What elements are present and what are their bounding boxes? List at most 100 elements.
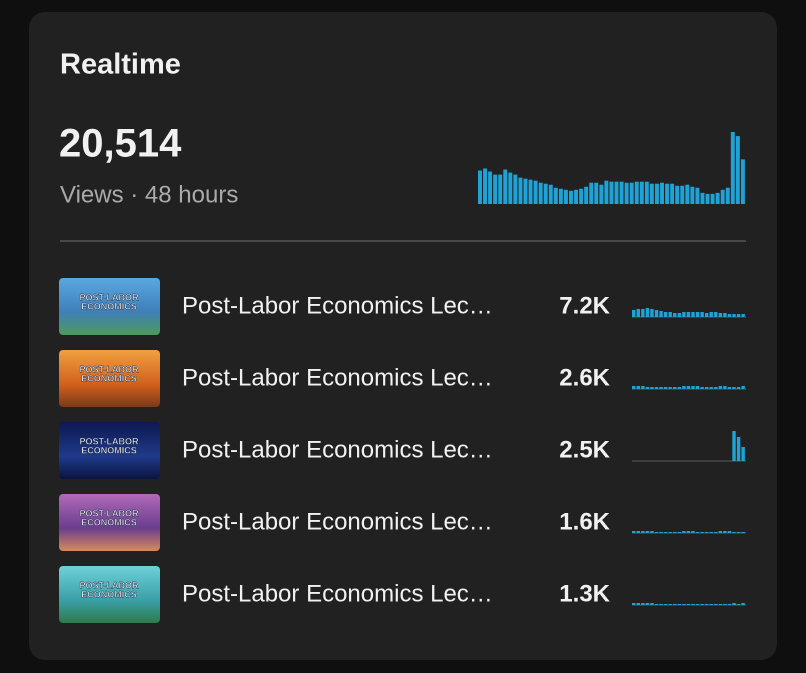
spark-bar [686, 604, 691, 605]
spark-bar [686, 386, 691, 389]
spark-bar [718, 531, 723, 533]
spark-bar [650, 531, 654, 533]
bar [488, 171, 493, 204]
spark-bar [673, 532, 677, 533]
spark-bar [714, 387, 718, 389]
spark-bar [673, 604, 677, 605]
bar [599, 184, 604, 204]
bar [665, 183, 670, 204]
spark-bar [695, 604, 700, 605]
spark-bar [650, 603, 654, 605]
spark-bar [700, 532, 704, 533]
video-views: 7.2K [559, 292, 610, 319]
spark-bar [704, 387, 709, 389]
spark-bar [645, 603, 650, 605]
bar [589, 182, 594, 204]
spark-bar [700, 312, 704, 317]
spark-bar [727, 531, 732, 533]
spark-bar [732, 603, 736, 605]
spark-bar [636, 309, 640, 317]
bar [629, 182, 634, 204]
thumbnail-text: ECONOMICS [81, 589, 137, 599]
video-views: 1.3K [559, 580, 610, 607]
bar [523, 178, 528, 204]
spark-bar [632, 531, 636, 533]
spark-bar [718, 313, 723, 317]
spark-bar [704, 604, 709, 605]
spark-bar [714, 532, 718, 533]
spark-bar [718, 604, 723, 605]
spark-bar [736, 387, 741, 389]
spark-bar [645, 387, 650, 389]
spark-bar [659, 387, 663, 389]
bar [543, 183, 548, 204]
thumbnail-text: POST-LABOR [79, 508, 139, 518]
spark-bar [727, 604, 732, 605]
thumbnail-text: ECONOMICS [81, 373, 137, 383]
bar [493, 174, 498, 204]
spark-bar [714, 604, 718, 605]
bar [563, 189, 568, 204]
spark-bar [723, 386, 727, 389]
bar [569, 190, 573, 204]
spark-bar [677, 387, 682, 389]
spark-bar [686, 531, 691, 533]
spark-bar [732, 387, 736, 389]
spark-bar [654, 310, 659, 317]
bar [584, 186, 589, 204]
spark-bar [736, 437, 741, 461]
thumbnail [59, 278, 160, 335]
thumbnail [59, 566, 160, 623]
bar [604, 180, 609, 204]
spark-bar [736, 314, 741, 317]
spark-bar [677, 604, 682, 605]
spark-bar [691, 386, 695, 389]
bar [649, 183, 654, 204]
spark-bar [650, 309, 654, 317]
thumbnail-text: ECONOMICS [81, 301, 137, 311]
bar [735, 136, 740, 204]
thumbnail [59, 494, 160, 551]
bar [654, 183, 659, 204]
spark-bar [641, 386, 645, 389]
spark-bar [663, 312, 668, 317]
bar [614, 181, 619, 204]
spark-bar [668, 387, 672, 389]
card [29, 12, 777, 660]
bar [478, 170, 482, 204]
bar [574, 189, 579, 204]
spark-bar [695, 386, 700, 389]
spark-bar [741, 603, 745, 605]
spark-bar [659, 604, 663, 605]
spark-bar [709, 532, 713, 533]
spark-bar [695, 312, 700, 317]
thumbnail-text: POST-LABOR [79, 436, 139, 446]
bar [720, 189, 725, 204]
bar [740, 159, 745, 204]
spark-bar [632, 310, 636, 317]
spark-bar [673, 387, 677, 389]
spark-bar [668, 604, 672, 605]
spark-bar [632, 603, 636, 605]
spark-bar [741, 314, 745, 317]
bar [639, 181, 644, 204]
thumbnail-text: POST-LABOR [79, 292, 139, 302]
spark-bar [691, 531, 695, 533]
bar [624, 182, 629, 204]
spark-bar [654, 532, 659, 533]
thumbnail-text: ECONOMICS [81, 517, 137, 527]
total-views: 20,514 [59, 122, 182, 166]
video-views: 1.6K [559, 508, 610, 535]
bar [675, 185, 680, 204]
spark-bar [741, 447, 745, 461]
bar [670, 183, 675, 204]
video-title: Post-Labor Economics Lec… [182, 292, 493, 319]
spark-bar [668, 312, 672, 317]
bar [483, 168, 488, 204]
spark-bar [732, 314, 736, 317]
spark-bar [636, 603, 640, 605]
bar [695, 187, 700, 204]
spark-bar [636, 531, 640, 533]
bar [548, 184, 553, 204]
